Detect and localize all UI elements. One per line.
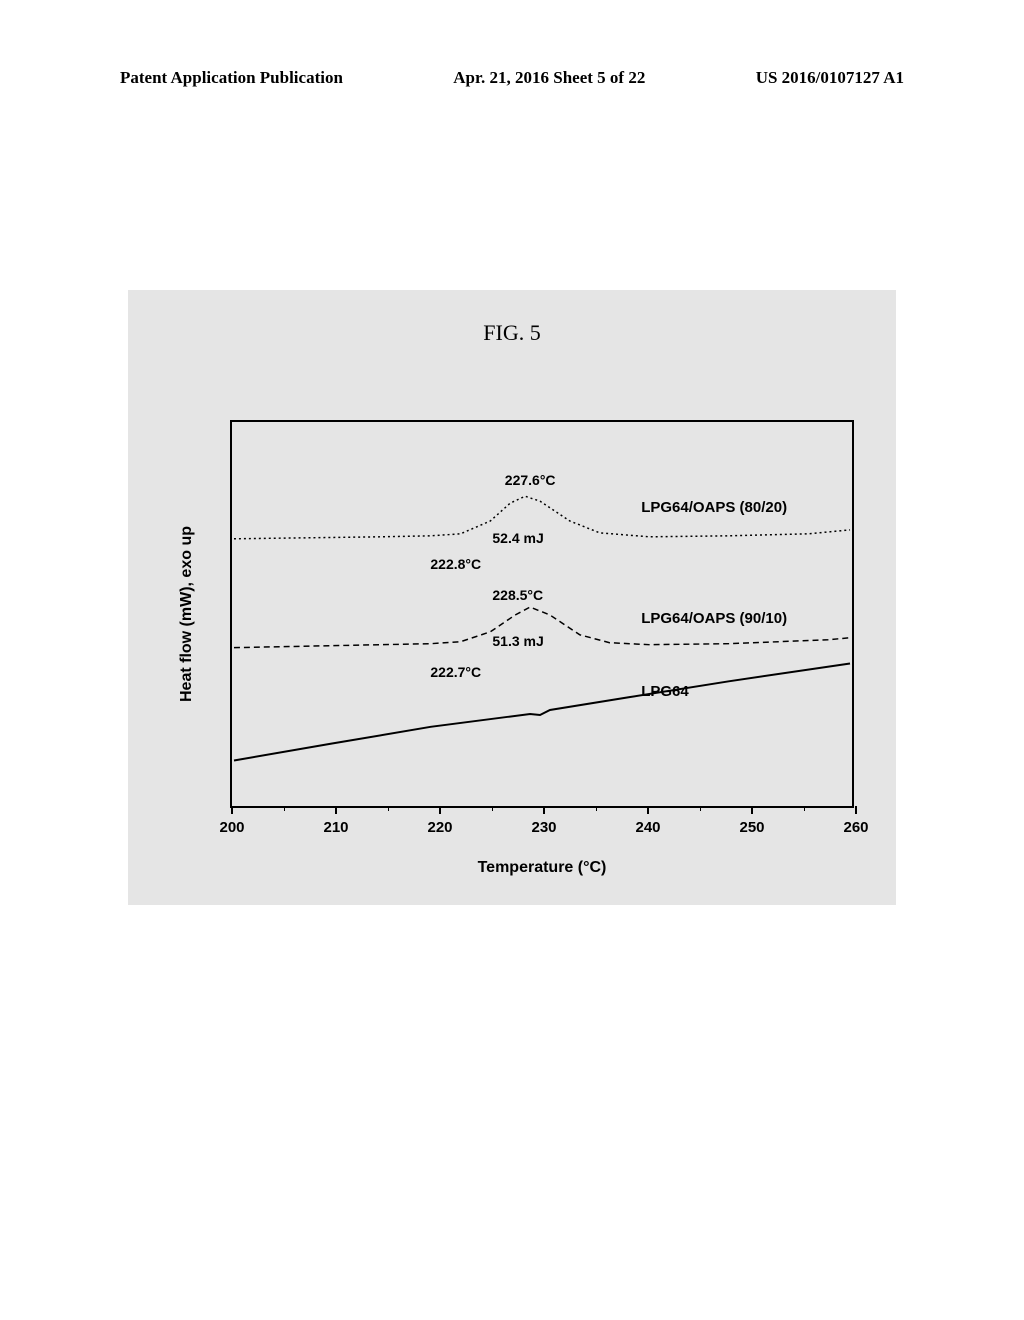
header-left: Patent Application Publication: [120, 68, 343, 88]
x-tick-label: 250: [739, 819, 764, 836]
x-tick: [439, 806, 441, 814]
x-tick: [335, 806, 337, 814]
series-label: LPG64/OAPS (80/20): [641, 499, 787, 516]
curve-lpg64: [234, 663, 850, 760]
page-header: Patent Application Publication Apr. 21, …: [0, 68, 1024, 88]
series-label: LPG64/OAPS (90/10): [641, 610, 787, 627]
x-tick: [543, 806, 545, 814]
chart-annotation: 52.4 mJ: [492, 530, 543, 546]
x-tick-minor: [700, 806, 701, 811]
x-tick: [751, 806, 753, 814]
figure-container: FIG. 5 Heat flow (mW), exo up 200 210 220 2…: [128, 290, 896, 905]
x-tick-minor: [284, 806, 285, 811]
x-tick: [855, 806, 857, 814]
chart-annotation: 51.3 mJ: [492, 633, 543, 649]
x-tick-minor: [804, 806, 805, 811]
x-tick: [231, 806, 233, 814]
y-axis-label: Heat flow (mW), exo up: [178, 420, 196, 808]
x-tick-label: 240: [635, 819, 660, 836]
x-tick-label: 260: [843, 819, 868, 836]
header-right: US 2016/0107127 A1: [756, 68, 904, 88]
x-tick-label: 230: [531, 819, 556, 836]
x-axis-label: Temperature (°C): [230, 859, 854, 877]
series-label: LPG64: [641, 683, 689, 700]
header-center: Apr. 21, 2016 Sheet 5 of 22: [453, 68, 645, 88]
x-tick-minor: [596, 806, 597, 811]
x-tick-minor: [388, 806, 389, 811]
x-tick-label: 200: [219, 819, 244, 836]
x-tick-label: 220: [427, 819, 452, 836]
chart-annotation: 227.6°C: [505, 472, 556, 488]
chart-annotation: 228.5°C: [492, 587, 543, 603]
figure-title: FIG. 5: [128, 320, 896, 346]
chart-plot-area: 200210220230240250260 227.6°C52.4 mJ222.…: [230, 420, 854, 808]
x-tick: [647, 806, 649, 814]
x-tick-minor: [492, 806, 493, 811]
x-tick-label: 210: [323, 819, 348, 836]
chart-annotation: 222.7°C: [430, 664, 481, 680]
chart-annotation: 222.8°C: [430, 556, 481, 572]
